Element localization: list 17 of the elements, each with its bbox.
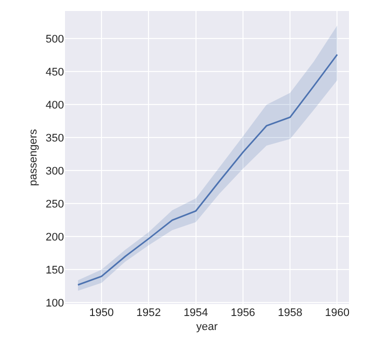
- y-tick-label: 300: [46, 166, 64, 178]
- y-tick-label: 100: [46, 298, 64, 310]
- y-tick-label: 250: [46, 198, 64, 211]
- x-tick-label: 1960: [324, 307, 350, 319]
- x-tick-label: 1956: [230, 307, 256, 319]
- y-tick-label: 450: [46, 66, 64, 79]
- x-tick-label: 1954: [184, 307, 208, 319]
- x-tick-label: 1958: [278, 307, 302, 319]
- y-tick-label: 350: [46, 132, 64, 145]
- x-axis-title: year: [196, 321, 218, 334]
- x-tick-label: 1952: [136, 307, 161, 319]
- y-axis-title: passengers: [27, 128, 40, 186]
- y-tick-label: 400: [46, 100, 64, 112]
- x-tick-label: 1950: [89, 307, 114, 319]
- y-tick-label: 200: [46, 232, 64, 244]
- y-tick-label: 150: [46, 264, 64, 277]
- y-tick-label: 500: [46, 34, 64, 46]
